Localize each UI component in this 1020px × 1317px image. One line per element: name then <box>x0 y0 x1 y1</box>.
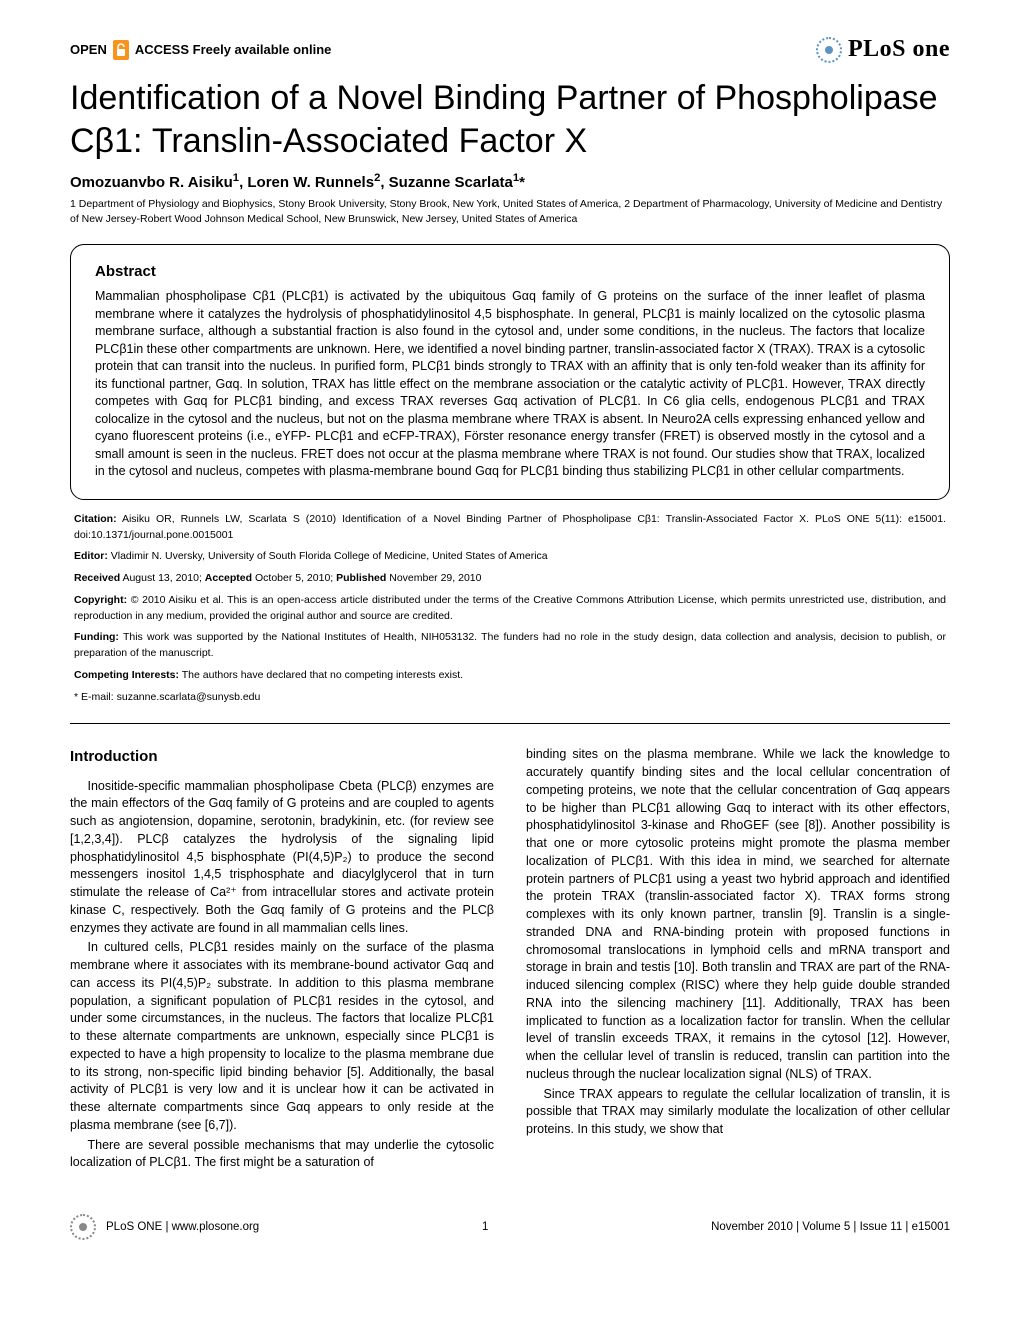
open-access-lock-icon <box>113 40 129 60</box>
body-paragraph: In cultured cells, PLCβ1 resides mainly … <box>70 939 494 1134</box>
footer-site: PLoS ONE | www.plosone.org <box>106 1221 259 1233</box>
editor-line: Editor: Vladimir N. Uversky, University … <box>74 549 946 565</box>
received-date: August 13, 2010; <box>122 572 201 584</box>
open-access-prefix: OPEN <box>70 42 107 57</box>
received-label: Received <box>74 572 120 584</box>
abstract-heading: Abstract <box>95 263 925 280</box>
introduction-heading: Introduction <box>70 746 494 767</box>
authors-line: Omozuanvbo R. Aisiku1, Loren W. Runnels2… <box>70 172 950 191</box>
body-paragraph: There are several possible mechanisms th… <box>70 1137 494 1173</box>
published-label: Published <box>336 572 386 584</box>
copyright-text: © 2010 Aisiku et al. This is an open-acc… <box>74 594 946 622</box>
copyright-label: Copyright: <box>74 594 127 606</box>
editor-text: Vladimir N. Uversky, University of South… <box>111 550 548 562</box>
citation-line: Citation: Aisiku OR, Runnels LW, Scarlat… <box>74 512 946 544</box>
copyright-line: Copyright: © 2010 Aisiku et al. This is … <box>74 593 946 625</box>
body-paragraph: Since TRAX appears to regulate the cellu… <box>526 1086 950 1139</box>
footer-left: PLoS ONE | www.plosone.org <box>70 1214 259 1240</box>
abstract-text: Mammalian phospholipase Cβ1 (PLCβ1) is a… <box>95 288 925 481</box>
funding-label: Funding: <box>74 631 119 643</box>
email-text: suzanne.scarlata@sunysb.edu <box>117 691 261 703</box>
email-line: * E-mail: suzanne.scarlata@sunysb.edu <box>74 690 946 706</box>
article-title: Identification of a Novel Binding Partne… <box>70 77 950 162</box>
left-column: Introduction Inositide-specific mammalia… <box>70 746 494 1174</box>
body-paragraph: binding sites on the plasma membrane. Wh… <box>526 746 950 1083</box>
article-metadata: Citation: Aisiku OR, Runnels LW, Scarlat… <box>74 512 946 706</box>
journal-logo-text: PLoS one <box>848 36 950 63</box>
abstract-box: Abstract Mammalian phospholipase Cβ1 (PL… <box>70 244 950 500</box>
journal-logo: PLoS one <box>816 36 950 63</box>
dates-line: Received August 13, 2010; Accepted Octob… <box>74 571 946 587</box>
published-date: November 29, 2010 <box>389 572 481 584</box>
funding-text: This work was supported by the National … <box>74 631 946 659</box>
plos-logo-icon <box>816 37 842 63</box>
citation-text: Aisiku OR, Runnels LW, Scarlata S (2010)… <box>74 513 946 541</box>
accepted-date: October 5, 2010; <box>255 572 333 584</box>
plos-footer-icon <box>70 1214 96 1240</box>
footer-page-number: 1 <box>482 1221 488 1233</box>
affiliations: 1 Department of Physiology and Biophysic… <box>70 197 950 226</box>
header-row: OPEN ACCESS Freely available online PLoS… <box>70 36 950 63</box>
footer-issue: November 2010 | Volume 5 | Issue 11 | e1… <box>711 1221 950 1233</box>
funding-line: Funding: This work was supported by the … <box>74 630 946 662</box>
email-label: * E-mail: <box>74 691 114 703</box>
body-paragraph: Inositide-specific mammalian phospholipa… <box>70 778 494 938</box>
section-divider <box>70 723 950 724</box>
competing-text: The authors have declared that no compet… <box>182 669 463 681</box>
body-columns: Introduction Inositide-specific mammalia… <box>70 746 950 1174</box>
accepted-label: Accepted <box>205 572 252 584</box>
right-column: binding sites on the plasma membrane. Wh… <box>526 746 950 1174</box>
open-access-label: ACCESS Freely available online <box>135 42 332 57</box>
page: OPEN ACCESS Freely available online PLoS… <box>0 0 1020 1270</box>
competing-line: Competing Interests: The authors have de… <box>74 668 946 684</box>
competing-label: Competing Interests: <box>74 669 179 681</box>
open-access-banner: OPEN ACCESS Freely available online <box>70 40 331 60</box>
page-footer: PLoS ONE | www.plosone.org 1 November 20… <box>70 1214 950 1240</box>
citation-label: Citation: <box>74 513 117 525</box>
editor-label: Editor: <box>74 550 108 562</box>
